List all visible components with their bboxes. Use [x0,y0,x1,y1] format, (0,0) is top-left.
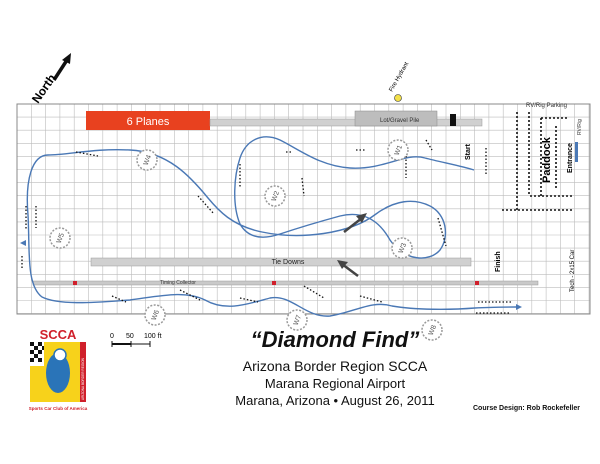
lower-runway [32,280,539,286]
waypoint-w8: W8 [421,319,443,341]
building-marker [450,114,456,126]
venue-text: Marana Regional Airport [264,376,406,391]
course-end-arrow-icon [516,304,522,310]
waypoint-w5: W5 [49,227,71,249]
finish-label: Finish [495,251,502,272]
waypoint-label: W4 [143,154,153,166]
map-grid [16,103,590,314]
planes-banner [86,111,210,130]
waypoint-w6: W6 [144,304,166,326]
hangar-label: Lot/Gravel Pile [380,118,420,124]
waypoints: W1 W2 W3 W4 W5 W6 W7 W8 [49,139,443,341]
cone-marks [21,139,512,314]
direction-arrow-down-icon [337,260,359,277]
north-label: North [29,71,59,105]
waypoint-w1: W1 [387,139,409,161]
waypoint-label: W1 [394,144,404,156]
timing-label: Timing Collector [160,280,196,286]
waypoint-label: W6 [151,309,161,321]
organizer-text: Arizona Border Region SCCA [242,358,428,374]
waypoint-w4: W4 [136,149,158,171]
location-date-text: Marana, Arizona • August 26, 2011 [235,393,435,408]
logo-scca-text: SCCA [40,328,77,342]
runway-markers [73,281,479,285]
tech-label: Tech - 2x15 Car [570,250,576,292]
waypoint-label: W5 [56,232,66,244]
logo-red-band [80,342,86,402]
waypoint-label: W3 [398,242,408,254]
scale-tick-50: 50 [126,333,134,340]
rv-parking-label: RV/Rig Parking [526,103,567,109]
course-line [26,136,517,317]
entrance-label: Entrance [567,143,574,173]
start-label: Start [465,143,472,160]
planes-banner-label: 6 Planes [127,116,170,128]
course-west-arrow-icon [20,240,26,246]
waypoint-label: W8 [428,324,438,336]
north-arrow [52,53,71,81]
rv-side-label: RV/Rig [577,119,583,135]
waypoint-label: W2 [271,190,281,202]
hangar-block [354,110,438,127]
tie-downs-label: Tie Downs [272,259,305,266]
fire-hydrant-label: Fire Hydrant [389,61,411,93]
scale-tick-0: 0 [110,333,114,340]
scale-tick-100: 100 ft [144,333,162,340]
waypoint-w3: W3 [391,237,413,259]
entrance-marker [575,142,578,162]
logo-subtext: Sports Car Club of America [29,406,88,411]
fire-hydrant-icon [394,94,402,102]
paddock-boundary [502,112,572,211]
scale-bar [111,341,151,347]
event-title: “Diamond Find” [250,327,420,352]
logo-figure-icon [46,353,70,393]
tie-downs-strip [90,257,472,267]
waypoint-w7: W7 [286,309,308,331]
waypoint-label: W7 [293,314,303,326]
waypoint-w2: W2 [264,185,286,207]
direction-arrow-up-icon [343,213,367,233]
scca-logo: SCCA ARIZONA BORDER REGION Sports Car Cl… [29,328,88,411]
course-design-credit: Course Design: Rob Rockefeller [473,405,580,412]
paddock-label: Paddock [541,136,553,183]
logo-ring-text: ARIZONA BORDER REGION [81,357,85,400]
upper-taxiway [209,118,483,127]
logo-checker-flag-icon [30,342,44,362]
